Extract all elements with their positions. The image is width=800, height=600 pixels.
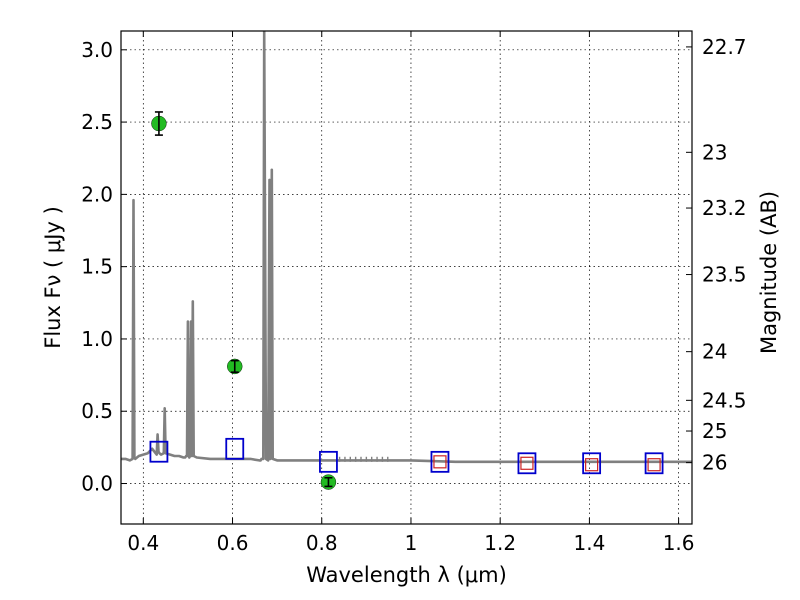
x-axis-label: Wavelength λ (μm) bbox=[306, 563, 507, 587]
model-box-blue bbox=[582, 452, 602, 475]
y-right-tick-label: 22.7 bbox=[702, 35, 747, 59]
observed-series bbox=[151, 111, 337, 490]
x-tick-label: 1.6 bbox=[663, 531, 695, 555]
x-tick-label: 0.8 bbox=[306, 531, 338, 555]
y-right-tick-label: 26 bbox=[702, 451, 727, 475]
x-tick-label: 1.4 bbox=[573, 531, 605, 555]
model-box-blue bbox=[430, 450, 450, 473]
y-tick-label: 3.0 bbox=[81, 38, 113, 62]
y-right-tick-label: 23.2 bbox=[702, 196, 747, 220]
y-tick-label: 2.0 bbox=[81, 182, 113, 206]
model-box-blue bbox=[319, 450, 338, 473]
x-tick-label: 0.4 bbox=[127, 531, 159, 555]
model-box-blue bbox=[644, 452, 664, 475]
y-right-tick-label: 23 bbox=[702, 140, 727, 164]
spectrum-line bbox=[121, 31, 692, 464]
model-box-blue bbox=[517, 452, 537, 475]
y-tick-label: 0.5 bbox=[81, 399, 113, 423]
x-tick-label: 0.6 bbox=[217, 531, 249, 555]
y-tick-label: 1.5 bbox=[81, 255, 113, 279]
plot-frame bbox=[120, 30, 693, 525]
y-right-tick-label: 24.5 bbox=[702, 388, 747, 412]
y-tick-label: 2.5 bbox=[81, 110, 113, 134]
model-box-blue bbox=[225, 437, 245, 460]
model-box-blue bbox=[149, 440, 169, 463]
model-box-red bbox=[520, 456, 534, 470]
y-axis-label-left-text: Flux Fν ( μJy ) bbox=[41, 206, 65, 349]
x-tick-label: 1 bbox=[405, 531, 418, 555]
y-tick-label: 0.0 bbox=[81, 472, 113, 496]
y-right-tick-label: 24 bbox=[702, 340, 727, 364]
ticks: 0.4 0.6 0.8 1 1.2 1.4 1.6 0.0 0.5 1.0 1.5 2.0 2.5 3.0… bbox=[81, 31, 747, 555]
grid bbox=[121, 31, 692, 524]
y-tick-label: 1.0 bbox=[81, 327, 113, 351]
y-right-tick-label: 25 bbox=[702, 419, 727, 443]
model-box-red bbox=[647, 458, 661, 472]
spectrum-series bbox=[121, 31, 692, 464]
model-series bbox=[149, 437, 664, 475]
model-box-red bbox=[585, 458, 599, 472]
model-box-red bbox=[433, 455, 447, 469]
x-tick-label: 1.2 bbox=[484, 531, 516, 555]
y-axis-label-right: Magnitude (AB) bbox=[757, 191, 781, 354]
y-right-tick-label: 23.5 bbox=[702, 263, 747, 287]
y-axis-label-left: Flux Fν ( μJy ) bbox=[41, 206, 65, 349]
